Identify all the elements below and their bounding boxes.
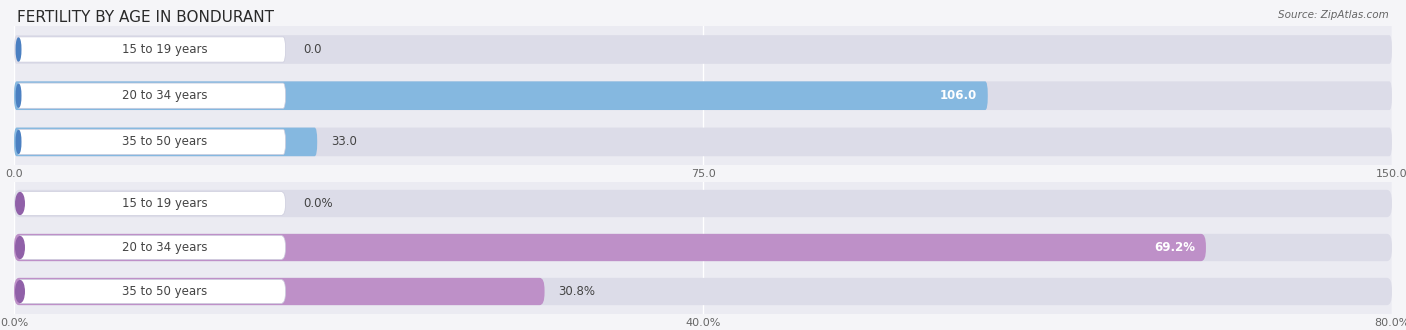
FancyBboxPatch shape	[17, 129, 285, 154]
Text: 33.0: 33.0	[330, 135, 357, 148]
Text: FERTILITY BY AGE IN BONDURANT: FERTILITY BY AGE IN BONDURANT	[17, 10, 274, 25]
FancyBboxPatch shape	[14, 278, 1392, 305]
Text: 106.0: 106.0	[939, 89, 977, 102]
Circle shape	[15, 280, 24, 302]
Text: 35 to 50 years: 35 to 50 years	[122, 285, 207, 298]
FancyBboxPatch shape	[17, 83, 285, 108]
Text: 30.8%: 30.8%	[558, 285, 595, 298]
Text: 0.0: 0.0	[304, 43, 322, 56]
FancyBboxPatch shape	[17, 280, 285, 304]
FancyBboxPatch shape	[14, 190, 1392, 217]
FancyBboxPatch shape	[14, 128, 318, 156]
Circle shape	[17, 38, 21, 61]
FancyBboxPatch shape	[14, 82, 1392, 110]
FancyBboxPatch shape	[14, 82, 988, 110]
FancyBboxPatch shape	[17, 236, 285, 259]
Circle shape	[17, 130, 21, 153]
Text: 0.0%: 0.0%	[304, 197, 333, 210]
Text: 15 to 19 years: 15 to 19 years	[122, 197, 208, 210]
Circle shape	[17, 84, 21, 107]
FancyBboxPatch shape	[14, 278, 544, 305]
Circle shape	[15, 193, 24, 215]
Text: 69.2%: 69.2%	[1154, 241, 1195, 254]
FancyBboxPatch shape	[14, 234, 1392, 261]
Text: 20 to 34 years: 20 to 34 years	[122, 241, 207, 254]
FancyBboxPatch shape	[14, 35, 1392, 64]
Text: 15 to 19 years: 15 to 19 years	[122, 43, 208, 56]
FancyBboxPatch shape	[17, 191, 285, 215]
FancyBboxPatch shape	[14, 128, 1392, 156]
FancyBboxPatch shape	[14, 234, 1206, 261]
Text: 20 to 34 years: 20 to 34 years	[122, 89, 207, 102]
Circle shape	[15, 237, 24, 258]
Text: Source: ZipAtlas.com: Source: ZipAtlas.com	[1278, 10, 1389, 20]
Text: 35 to 50 years: 35 to 50 years	[122, 135, 207, 148]
FancyBboxPatch shape	[17, 37, 285, 62]
